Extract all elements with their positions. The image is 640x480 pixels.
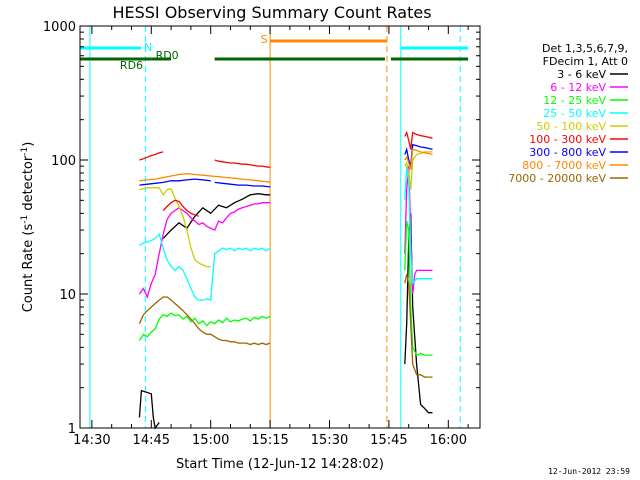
legend-label-3: 25 - 50 keV	[543, 107, 606, 120]
x-axis-label: Start Time (12-Jun-12 14:28:02)	[176, 457, 384, 472]
x-tick-label-5: 15:45	[370, 433, 407, 448]
flag-label-n: N	[144, 41, 152, 54]
series-line-6-segment-1	[214, 181, 271, 188]
series-layer	[138, 130, 433, 430]
legend-label-0: 3 - 6 keV	[557, 68, 606, 81]
series-line-5-segment-2	[162, 199, 200, 217]
series-line-8-segment-0	[138, 296, 271, 346]
series-line-0-segment-0	[138, 389, 160, 430]
series-line-6-segment-0	[139, 178, 211, 186]
series-line-1-segment-0	[138, 202, 271, 299]
series-line-5-segment-3	[404, 130, 433, 150]
legend-label-6: 300 - 800 keV	[529, 146, 606, 159]
series-line-8-segment-1	[404, 274, 433, 378]
series-line-7-segment-0	[139, 173, 271, 184]
flag-label-rd6: RD6	[120, 59, 143, 72]
chart-title: HESSI Observing Summary Count Rates	[112, 3, 431, 22]
x-tick-label-1: 14:45	[133, 433, 170, 448]
x-tick-label-4: 15:30	[311, 433, 348, 448]
series-line-6-segment-2	[404, 143, 433, 167]
y-tick-label-2: 100	[51, 154, 76, 169]
y-axis-label: Count Rate (s-1 detector-1)	[20, 142, 36, 313]
plot-area	[89, 26, 461, 428]
legend-label-5: 100 - 300 keV	[529, 133, 606, 146]
y-tick-label-1: 10	[59, 288, 76, 303]
series-line-7-segment-1	[404, 148, 433, 170]
series-line-2-segment-0	[138, 312, 271, 341]
series-line-0-segment-1	[162, 193, 271, 239]
y-axis-ticks: 1 10 100 1000	[43, 20, 480, 437]
series-line-3-segment-0	[139, 232, 271, 301]
flag-label-s: S	[261, 33, 268, 46]
footer-timestamp: 12-Jun-2012 23:59	[548, 467, 630, 476]
series-line-3-segment-1	[404, 166, 433, 286]
legend-label-7: 800 - 7000 keV	[522, 159, 606, 172]
series-line-4-segment-0	[139, 187, 211, 268]
x-axis-ticks: 14:30 14:45 15:00 15:15 15:30 15:45 16:00	[73, 26, 469, 448]
legend-label-2: 12 - 25 keV	[543, 94, 606, 107]
series-line-4-segment-1	[404, 151, 433, 190]
series-line-5-segment-0	[139, 151, 164, 161]
legend-header-line-1: Det 1,3,5,6,7,9,	[542, 42, 628, 55]
x-tick-label-3: 15:15	[251, 433, 288, 448]
legend: Det 1,3,5,6,7,9, FDecim 1, Att 0 3 - 6 k…	[508, 42, 628, 185]
y-tick-label-0: 1	[68, 422, 76, 437]
legend-label-1: 6 - 12 keV	[550, 81, 606, 94]
series-line-0-segment-2	[404, 213, 433, 414]
series-line-5-segment-1	[214, 159, 271, 169]
legend-label-8: 7000 - 20000 keV	[508, 172, 606, 185]
plot-frame	[79, 25, 481, 429]
legend-header-line-2: FDecim 1, Att 0	[543, 55, 628, 68]
series-line-2-segment-1	[404, 220, 433, 356]
x-tick-label-6: 16:00	[430, 433, 467, 448]
y-tick-label-3: 1000	[43, 20, 76, 35]
x-tick-label-2: 15:00	[192, 433, 229, 448]
x-tick-label-0: 14:30	[73, 433, 110, 448]
legend-label-4: 50 - 100 keV	[536, 120, 606, 133]
